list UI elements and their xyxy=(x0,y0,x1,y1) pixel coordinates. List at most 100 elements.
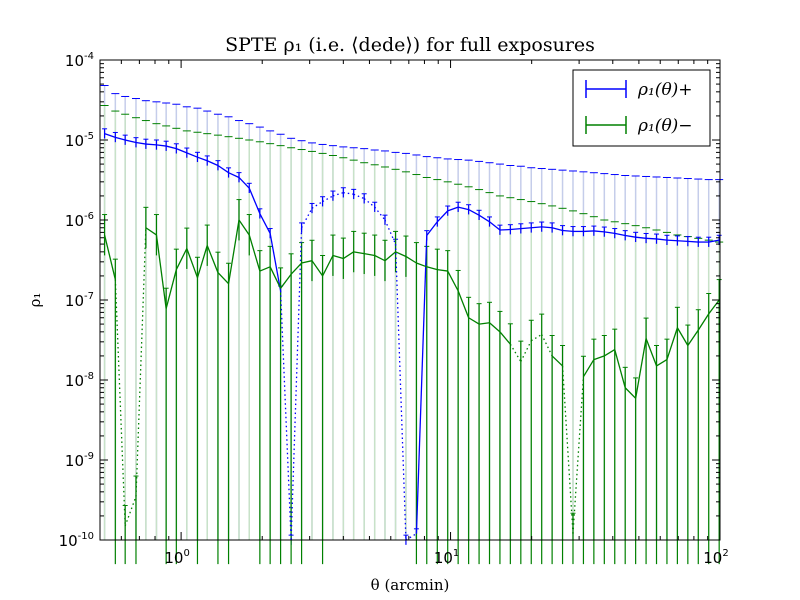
series-line-segment-1 xyxy=(416,262,427,268)
series-line-segment-0 xyxy=(311,201,323,209)
series-line-segment-0 xyxy=(125,139,137,144)
series-line-segment-0 xyxy=(248,187,261,214)
series-line-segment-1 xyxy=(155,234,167,309)
series-line-segment-1 xyxy=(614,349,626,388)
y-axis-label: ρ₁ xyxy=(26,293,44,308)
series-line-segment-1 xyxy=(290,262,303,275)
series-line-segment-0 xyxy=(510,227,521,231)
series-line-segment-1 xyxy=(342,251,355,260)
series-line-segment-0 xyxy=(135,141,146,145)
series-line-segment-0 xyxy=(115,136,126,141)
series-line-segment-0 xyxy=(489,221,501,231)
series-line-segment-1 xyxy=(353,251,365,255)
series-line-segment-1 xyxy=(697,313,710,331)
series-line-segment-0 xyxy=(374,206,386,221)
series-line-segment-1 xyxy=(124,496,137,527)
series-line-segment-0 xyxy=(447,206,459,212)
series-line-segment-0 xyxy=(176,148,188,154)
series-line-segment-1 xyxy=(374,254,386,262)
series-line-segment-0 xyxy=(656,238,668,241)
legend-item-rho1-plus: ρ₁(θ)+ xyxy=(585,80,693,100)
series-line-segment-1 xyxy=(634,338,647,399)
series-line-segment-0 xyxy=(426,221,438,236)
series-line-segment-1 xyxy=(499,331,511,345)
series-line-segment-1 xyxy=(384,251,396,262)
series-line-segment-1 xyxy=(561,365,574,534)
series-line-segment-1 xyxy=(332,254,344,260)
y-tick-label: 10-7 xyxy=(65,291,94,310)
series-line-segment-1 xyxy=(457,290,470,318)
x-tick-label: 101 xyxy=(434,548,459,567)
series-line-segment-1 xyxy=(676,327,689,346)
series-line-segment-1 xyxy=(437,268,448,272)
y-tick-label: 10-4 xyxy=(65,51,94,70)
series-line-segment-1 xyxy=(103,234,116,280)
series-line-segment-1 xyxy=(593,355,605,361)
legend-box xyxy=(572,69,711,147)
series-line-segment-1 xyxy=(656,359,668,367)
series-line-segment-0 xyxy=(457,206,469,211)
series-line-segment-1 xyxy=(572,376,585,534)
series-line-segment-0 xyxy=(405,533,417,541)
series-line-segment-1 xyxy=(269,266,282,289)
series-line-segment-1 xyxy=(582,359,595,378)
series-line-segment-1 xyxy=(395,251,407,258)
series-line-segment-1 xyxy=(447,270,459,292)
series-line-segment-1 xyxy=(426,266,438,271)
series-line-segment-1 xyxy=(489,322,501,333)
series-line-segment-1 xyxy=(186,248,199,278)
series-line-segment-1 xyxy=(175,248,188,270)
series-line-segment-0 xyxy=(614,232,626,237)
series-line-segment-0 xyxy=(551,227,563,232)
legend-label-rho1-plus: ρ₁(θ)+ xyxy=(637,80,693,100)
series-line-segment-1 xyxy=(165,269,177,309)
x-tick-labels: 100 101 102 xyxy=(164,548,728,567)
series-line-segment-1 xyxy=(666,327,679,360)
series-line-segment-1 xyxy=(530,333,543,342)
series-line-segment-0 xyxy=(708,239,720,243)
series-line-segment-0 xyxy=(217,164,229,174)
series-line-segment-1 xyxy=(405,255,417,264)
series-line-segment-0 xyxy=(332,191,344,197)
series-line-segment-1 xyxy=(227,219,240,284)
series-line-segment-0 xyxy=(353,193,365,200)
series-line-segment-1 xyxy=(520,340,532,362)
series-line-segment-1 xyxy=(551,355,563,367)
x-axis-label: θ (arcmin) xyxy=(371,576,450,594)
y-tick-label: 10-9 xyxy=(65,451,94,470)
series-line-segment-1 xyxy=(238,219,250,236)
series-line-segment-0 xyxy=(604,231,615,235)
x-tick-label: 100 xyxy=(164,548,189,567)
legend-item-rho1-minus: ρ₁(θ)− xyxy=(585,116,693,136)
series-line-segment-1 xyxy=(217,272,230,285)
series-line-segment-0 xyxy=(186,152,198,158)
series-line-segment-0 xyxy=(687,240,699,243)
y-tick-label: 10-5 xyxy=(65,131,94,150)
series-line-segment-0 xyxy=(279,290,292,541)
series-line-segment-0 xyxy=(145,143,157,146)
series-line-segment-1 xyxy=(259,266,271,272)
series-line-segment-0 xyxy=(562,229,574,233)
legend: ρ₁(θ)+ ρ₁(θ)− xyxy=(572,69,711,147)
series-line-segment-1 xyxy=(280,273,292,289)
series-line-segment-1 xyxy=(509,343,522,362)
series-line-segment-0 xyxy=(593,230,605,233)
series-line-segment-0 xyxy=(104,133,116,138)
series-line-segment-1 xyxy=(196,245,208,278)
series-line-layer xyxy=(103,133,720,541)
series-line-segment-0 xyxy=(666,239,678,242)
series-line-segment-0 xyxy=(259,213,271,234)
y-tick-labels: 10-10 10-9 10-8 10-7 10-6 10-5 10-4 xyxy=(59,51,94,550)
series-line-segment-0 xyxy=(677,240,688,243)
series-line-segment-0 xyxy=(301,208,313,229)
series-line-segment-1 xyxy=(708,299,720,315)
series-line-segment-1 xyxy=(322,255,334,277)
series-line-segment-0 xyxy=(625,234,636,238)
error-bar-layer xyxy=(102,128,722,565)
y-tick-label: 10-10 xyxy=(59,531,94,550)
series-line-segment-0 xyxy=(322,195,334,203)
series-line-segment-0 xyxy=(468,208,480,216)
series-line-segment-0 xyxy=(635,236,647,239)
series-line-segment-1 xyxy=(478,322,490,325)
